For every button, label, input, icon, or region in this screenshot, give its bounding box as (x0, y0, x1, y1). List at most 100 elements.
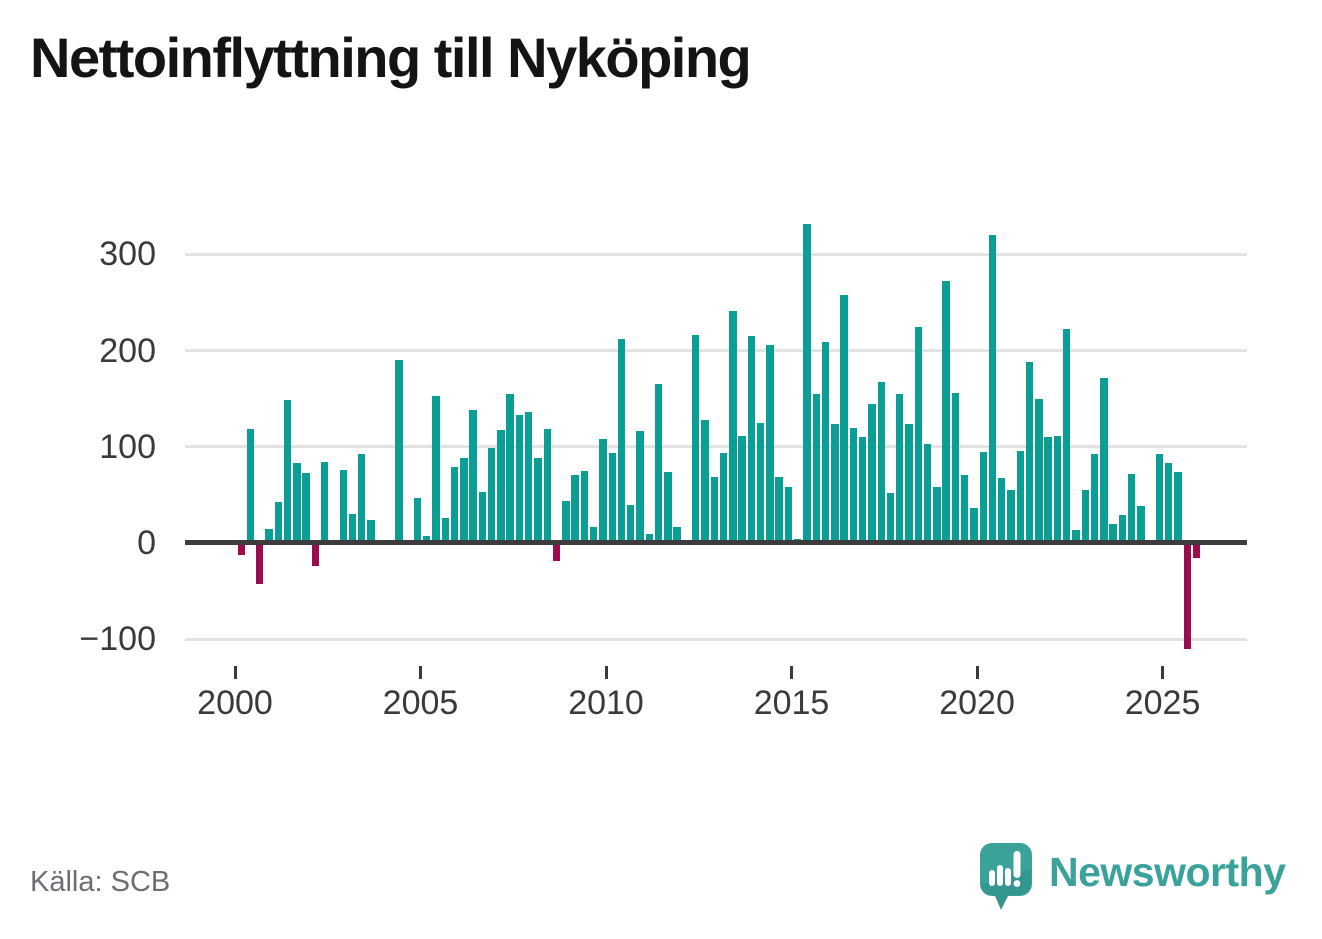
bar (645, 534, 654, 545)
bar (654, 384, 663, 545)
bar (933, 487, 941, 545)
bar (1007, 490, 1015, 545)
bar (506, 393, 514, 545)
bar (803, 223, 811, 545)
y-axis-tick-label: 200 (99, 331, 156, 370)
zero-axis-line (185, 540, 1247, 545)
bar (1053, 436, 1062, 545)
x-axis-tick-label: 2020 (939, 684, 1015, 722)
bar (756, 422, 765, 545)
bar (858, 437, 867, 545)
x-axis-tick (790, 666, 794, 679)
bar (979, 451, 987, 545)
bar (877, 382, 885, 545)
x-axis-tick (975, 666, 979, 679)
y-axis-tick-label: 300 (99, 235, 156, 274)
x-axis-tick (604, 666, 608, 679)
x-axis-tick-label: 2005 (382, 684, 459, 722)
bar (840, 294, 848, 545)
x-axis-tick-label: 2015 (753, 684, 830, 722)
bar (302, 472, 310, 545)
bar (432, 395, 440, 545)
bar (534, 458, 542, 545)
bar (988, 235, 997, 545)
gridline (185, 252, 1247, 256)
bar (951, 392, 960, 545)
bar (1025, 362, 1034, 545)
bar (1081, 490, 1089, 545)
bar (627, 504, 635, 545)
gridline (185, 637, 1247, 641)
y-axis-tick-label: 0 (137, 524, 156, 562)
bar (589, 526, 598, 545)
bar (1137, 506, 1145, 545)
bar (562, 500, 570, 545)
x-axis-tick (1161, 666, 1165, 679)
gridline (185, 349, 1247, 353)
bar (1063, 329, 1071, 545)
bar (729, 311, 737, 545)
bar (543, 429, 551, 545)
bar (487, 447, 496, 545)
bar (1174, 471, 1182, 545)
bar (701, 419, 709, 545)
bar (1165, 463, 1173, 545)
bar (868, 404, 876, 545)
bar (1192, 541, 1201, 559)
newsworthy-wordmark: Newsworthy (1049, 849, 1286, 895)
bar (719, 452, 728, 545)
bar (998, 477, 1006, 545)
bar (367, 519, 375, 545)
bar (636, 431, 644, 545)
x-axis-tick-label: 2025 (1124, 684, 1201, 722)
bar (413, 497, 422, 545)
x-axis-tick-label: 2000 (197, 684, 273, 722)
bar (525, 412, 533, 545)
bar (692, 335, 700, 545)
bar (515, 415, 524, 545)
bar (1035, 398, 1043, 545)
x-axis-tick-label: 2010 (568, 684, 644, 722)
bar (886, 492, 895, 545)
bar (608, 452, 616, 545)
bar (849, 427, 858, 545)
gridline (185, 445, 1247, 449)
bar (348, 514, 357, 545)
bar (738, 436, 746, 545)
bar (914, 326, 923, 545)
bar (320, 462, 329, 545)
bar (821, 341, 830, 545)
bar (256, 541, 264, 585)
bar (293, 463, 301, 545)
bar (664, 471, 672, 545)
bar (1109, 523, 1117, 545)
bar (1155, 453, 1164, 545)
bar (460, 458, 468, 545)
bar (747, 336, 756, 545)
bar (571, 474, 579, 545)
bar (450, 467, 459, 545)
bar (896, 393, 904, 545)
bar (1016, 450, 1025, 545)
bar (970, 508, 978, 545)
bar (339, 469, 347, 545)
bar (784, 487, 793, 545)
bar (905, 423, 913, 545)
bar (237, 541, 245, 555)
bar (1044, 437, 1052, 545)
source-caption: Källa: SCB (30, 866, 171, 898)
chart-title: Nettoinflyttning till Nyköping (30, 26, 752, 89)
bar (831, 423, 839, 545)
bar (812, 393, 820, 545)
x-axis-tick (233, 666, 237, 679)
y-axis-tick-label: 100 (99, 427, 156, 466)
x-axis-tick (419, 666, 422, 679)
bar (1090, 454, 1099, 545)
bar (599, 439, 607, 545)
bar (1100, 378, 1108, 545)
bar (942, 281, 950, 545)
bar (395, 360, 403, 545)
newsworthy-logo-icon (980, 843, 1032, 910)
bar (1072, 530, 1080, 545)
